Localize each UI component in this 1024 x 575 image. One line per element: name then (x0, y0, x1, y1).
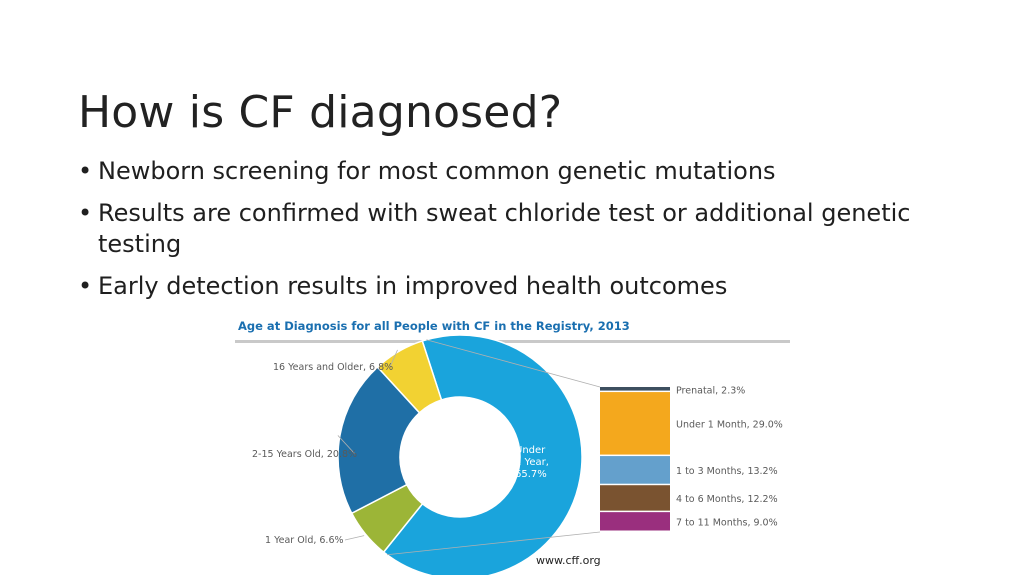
donut-slice-0 (382, 334, 583, 575)
breakdown-segment-1 (600, 392, 670, 455)
bullet-list: Newborn screening for most common geneti… (78, 156, 958, 313)
breakdown-segment-0 (600, 387, 670, 391)
slide-title: How is CF diagnosed? (78, 87, 563, 139)
connector-line (386, 531, 601, 556)
source-credit: www.cff.org (536, 554, 601, 567)
breakdown-segment-4 (600, 512, 670, 531)
breakdown-label: 7 to 11 Months, 9.0% (676, 518, 778, 529)
donut-slice-2 (337, 365, 421, 515)
donut-center-label-line: 1 Year, (515, 457, 549, 468)
donut-slice-label: 2-15 Years Old, 20.8% (252, 449, 357, 460)
chart-title-rule (235, 340, 790, 343)
donut-center-label-line: 65.7% (515, 469, 547, 480)
breakdown-label: Prenatal, 2.3% (676, 386, 745, 397)
diagnosis-chart-figure: Age at Diagnosis for all People with CF … (230, 312, 800, 575)
chart-title: Age at Diagnosis for all People with CF … (238, 319, 630, 333)
bullet-item: Newborn screening for most common geneti… (78, 156, 958, 187)
breakdown-label: 4 to 6 Months, 12.2% (676, 494, 778, 505)
donut-slice-label: 1 Year Old, 6.6% (265, 535, 344, 546)
donut-center-label-line: Under (515, 445, 546, 456)
connector-line (426, 339, 601, 388)
leader-line (389, 349, 398, 368)
breakdown-label: 1 to 3 Months, 13.2% (676, 466, 778, 477)
bullet-item: Early detection results in improved heal… (78, 271, 958, 302)
breakdown-label: Under 1 Month, 29.0% (676, 420, 783, 431)
breakdown-segment-2 (600, 456, 670, 484)
donut-slice-label: 16 Years and Older, 6.8% (273, 362, 393, 373)
breakdown-segment-3 (600, 485, 670, 511)
leader-line (344, 535, 365, 541)
bullet-item: Results are confirmed with sweat chlorid… (78, 198, 958, 260)
leader-line (337, 435, 356, 455)
